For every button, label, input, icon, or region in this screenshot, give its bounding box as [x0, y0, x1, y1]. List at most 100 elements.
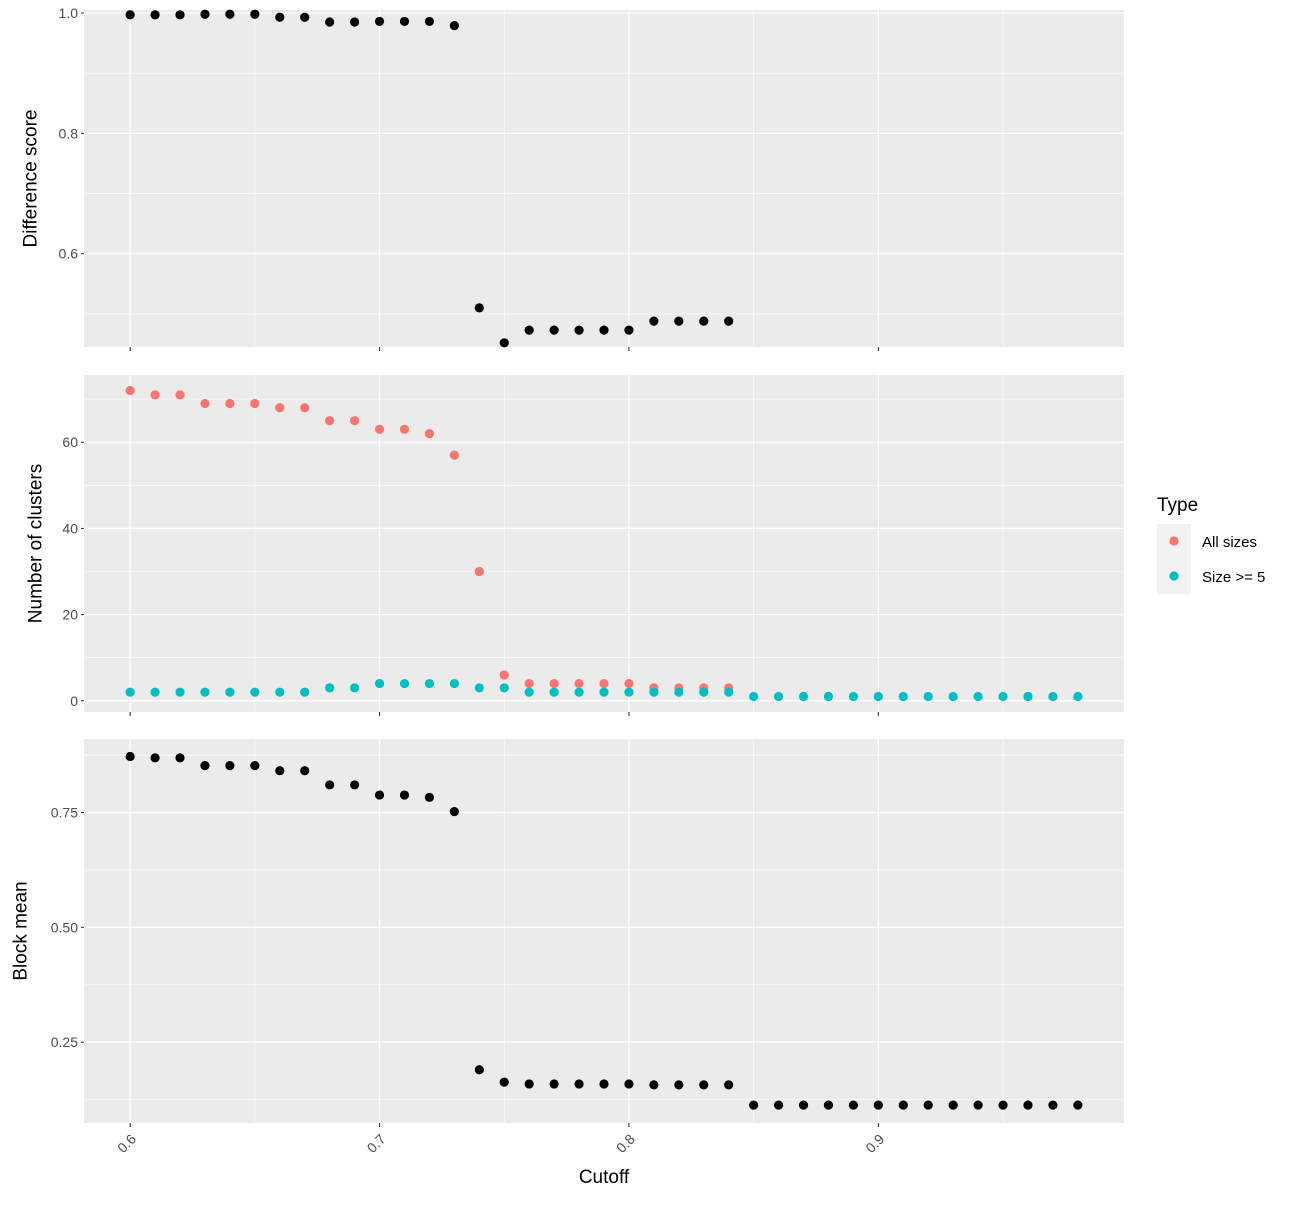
y-ticks: 0.6 0.8 1.0 [59, 5, 84, 262]
data-point [499, 670, 509, 680]
data-point [724, 316, 734, 326]
data-point [424, 16, 435, 27]
data-point [275, 403, 285, 413]
data-point [973, 1100, 983, 1110]
data-point [674, 687, 684, 697]
data-point [250, 9, 260, 19]
data-point [325, 780, 335, 790]
data-point [325, 683, 335, 693]
data-point [699, 316, 709, 326]
data-point [848, 691, 859, 702]
data-point [724, 1080, 734, 1090]
data-point [424, 429, 435, 439]
data-point [574, 325, 584, 335]
data-point [549, 325, 559, 335]
data-point [1048, 1100, 1058, 1110]
legend: Type All sizes Size >= 5 [1157, 495, 1265, 594]
data-point [275, 687, 285, 697]
data-point [449, 450, 459, 460]
data-point [175, 687, 185, 697]
data-point [374, 424, 385, 434]
legend-entries: All sizes Size >= 5 [1169, 534, 1265, 586]
data-point [599, 687, 609, 697]
data-point [349, 780, 360, 790]
data-point [275, 12, 285, 22]
data-point [724, 687, 734, 697]
data-point [474, 566, 484, 577]
data-point [948, 691, 958, 702]
data-point [125, 751, 135, 762]
panel-background [84, 375, 1124, 712]
legend-key [1169, 536, 1179, 546]
panel-block-mean: 0.25 0.50 0.75 0.6 0.7 0.8 0.9 Block mean [11, 739, 1124, 1156]
y-tick-label: 0.6 [59, 246, 79, 262]
data-point [449, 806, 459, 817]
data-point [225, 687, 235, 697]
data-point [674, 316, 684, 326]
x-tick-label: 0.7 [364, 1131, 389, 1156]
data-point [200, 9, 210, 19]
data-point [175, 10, 185, 20]
data-point [300, 12, 310, 22]
data-point [250, 687, 260, 697]
data-point [150, 687, 160, 697]
data-point [873, 1100, 883, 1110]
data-point [349, 416, 360, 426]
x-tick-label: 0.9 [862, 1131, 887, 1156]
data-point [574, 687, 584, 697]
legend-entry: All sizes [1169, 534, 1257, 551]
data-point [624, 325, 634, 335]
data-point [374, 790, 385, 800]
data-point [275, 766, 285, 776]
data-point [225, 398, 235, 409]
data-point [349, 17, 360, 27]
points [125, 385, 1083, 702]
data-point [599, 325, 609, 335]
y-tick-label: 1.0 [59, 5, 79, 21]
data-point [150, 753, 160, 763]
data-point [325, 416, 335, 426]
gridlines [84, 375, 1124, 712]
data-point [948, 1100, 958, 1110]
data-point [798, 691, 809, 702]
data-point [300, 687, 310, 697]
data-point [200, 761, 210, 771]
data-point [150, 10, 160, 20]
data-point [524, 1079, 534, 1089]
data-point [973, 691, 983, 702]
data-point [449, 678, 459, 689]
data-point [549, 687, 559, 697]
data-point [424, 792, 435, 802]
data-point [898, 691, 908, 702]
data-point [175, 390, 185, 400]
data-point [599, 1079, 609, 1089]
y-tick-label: 0.25 [51, 1034, 78, 1050]
data-point [649, 687, 659, 697]
legend-label: Size >= 5 [1202, 569, 1265, 586]
y-tick-label: 20 [62, 607, 78, 623]
x-axis-title: Cutoff [579, 1167, 630, 1188]
x-tick-label: 0.6 [114, 1131, 139, 1156]
data-point [823, 1100, 834, 1110]
data-point [125, 10, 135, 20]
legend-entry: Size >= 5 [1169, 569, 1265, 586]
data-point [1073, 691, 1083, 702]
data-point [200, 398, 210, 409]
data-point [923, 691, 933, 702]
data-point [349, 683, 360, 693]
points [125, 751, 1083, 1110]
y-axis-title: Difference score [21, 110, 42, 248]
data-point [624, 1079, 634, 1089]
data-point [1023, 1100, 1033, 1110]
data-point [998, 1100, 1008, 1110]
y-tick-label: 0.50 [51, 919, 78, 935]
data-point [599, 678, 609, 689]
data-point [499, 1077, 509, 1087]
data-point [798, 1100, 809, 1110]
legend-label: All sizes [1202, 534, 1257, 551]
data-point [225, 761, 235, 771]
data-point [699, 1080, 709, 1090]
data-point [898, 1100, 908, 1110]
y-tick-label: 40 [62, 520, 78, 536]
data-point [848, 1100, 859, 1110]
